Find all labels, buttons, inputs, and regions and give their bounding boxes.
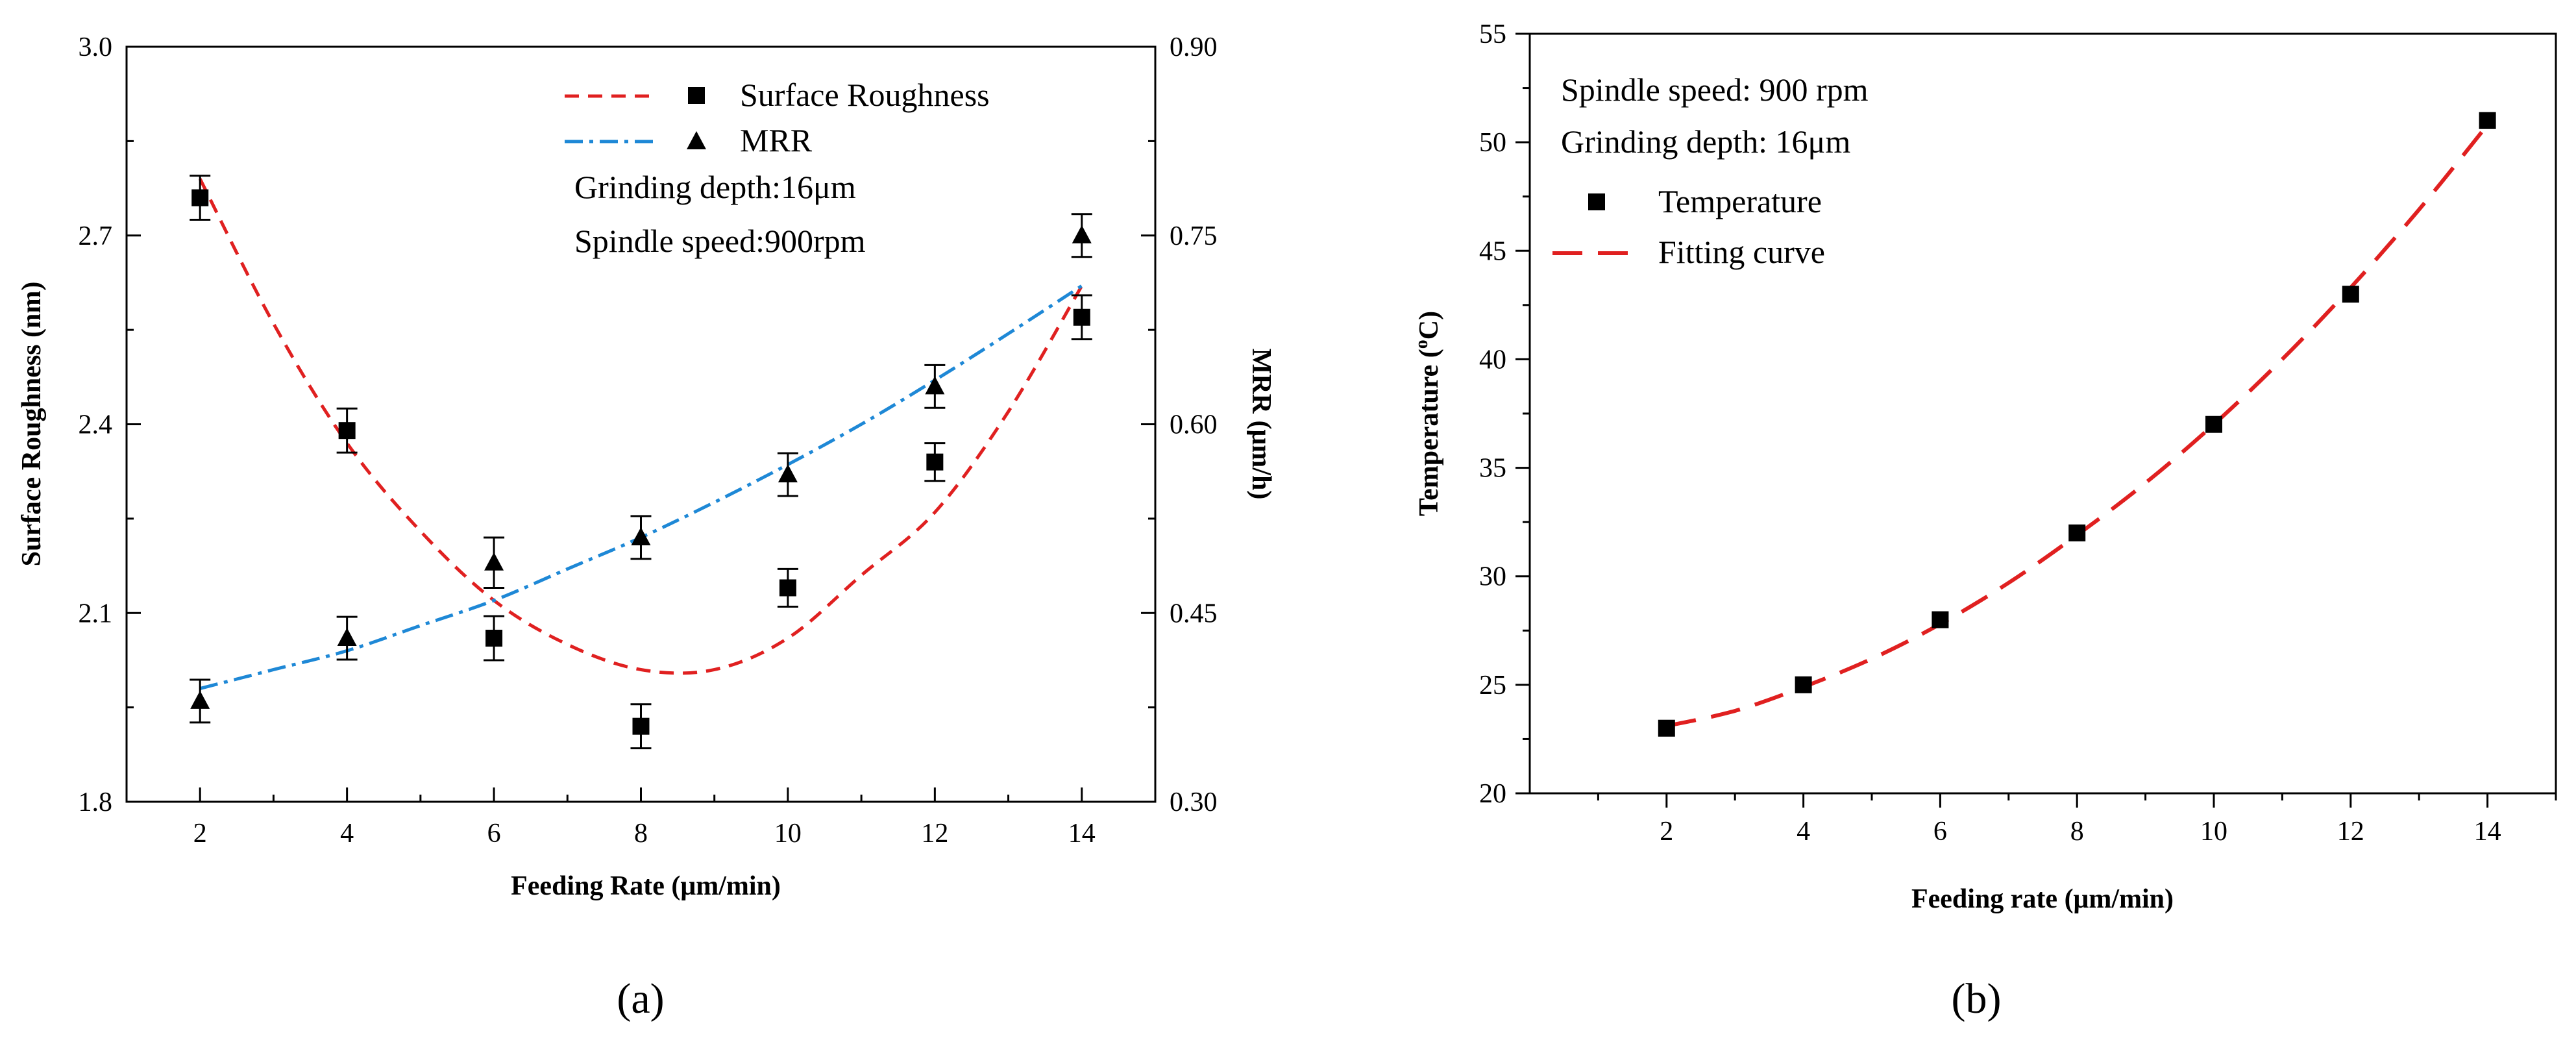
chart-a-fit-surface-roughness: [198, 178, 1083, 675]
chart-a-x-axis-title: Feeding Rate (μm/min): [511, 871, 781, 901]
chart-b-x-tick-label-0: 2: [1660, 817, 1673, 847]
chart-a-mrr-point-6: [1072, 225, 1092, 243]
chart-b-y-tick-label-5: 45: [1479, 236, 1506, 266]
chart-b-temperature-point-0: [1658, 719, 1675, 737]
chart-b-y-tick-label-1: 25: [1479, 671, 1506, 700]
chart-b-temperature-point-1: [1795, 676, 1812, 693]
chart-a-mrr-point-0: [190, 690, 210, 709]
chart-a-y-tick-label-2: 2.4: [79, 410, 113, 440]
chart-b-x-tick-label-4: 10: [2200, 817, 2227, 847]
chart-a-mrr-point-3: [631, 526, 651, 545]
legend-surface-roughness-label: Surface Roughness: [740, 77, 990, 113]
legend-temperature-marker: [1588, 193, 1605, 210]
chart-a-y2-axis-title: MRR (μm/h): [1246, 349, 1276, 500]
chart-b-temperature-point-2: [1932, 611, 1949, 628]
legend-mrr-marker: [687, 131, 706, 149]
chart-a-x-tick-label-2: 6: [487, 819, 501, 849]
chart-b-y-ticks: 20 25 30 35 40 45 50 55: [1479, 19, 1530, 809]
chart-a-legend: Surface Roughness MRR Grinding depth:16μ…: [565, 77, 990, 259]
chart-b-x-ticks: 2 4 6 8 10 12 14: [1597, 793, 2557, 847]
chart-a-x-tick-label-3: 8: [634, 819, 648, 849]
chart-b-data-marks: [1658, 112, 2496, 737]
chart-b-temperature-point-3: [2068, 524, 2086, 541]
chart-a-surface-roughness-point-2: [485, 630, 503, 647]
chart-b-temperature-point-4: [2205, 415, 2222, 433]
chart-a-surface-roughness-point-4: [779, 579, 796, 597]
chart-b-y-title-end: C): [1414, 311, 1444, 340]
chart-a-surface-roughness-point-6: [1073, 308, 1090, 326]
chart-a-y-tick-label-0: 1.8: [79, 787, 113, 817]
chart-a-y-ticks: 1.8 2.1 2.4 2.7 3.0: [79, 32, 141, 817]
chart-b-panel-label: (b): [1952, 975, 2002, 1022]
chart-a-mrr-point-5: [925, 376, 945, 395]
chart-a-y-tick-label-1: 2.1: [79, 599, 113, 628]
chart-a-panel-label: (a): [617, 975, 664, 1022]
chart-a-surface-roughness-point-5: [926, 453, 944, 471]
chart-b-y-tick-label-0: 20: [1479, 779, 1506, 809]
chart-a-x-ticks: 2 4 6 8 10 12 14: [125, 787, 1157, 849]
chart-a-surface-roughness-point-1: [338, 422, 356, 440]
chart-a-x-tick-label-1: 4: [340, 819, 354, 849]
chart-b-y-tick-label-7: 55: [1479, 19, 1506, 49]
chart-a-y-tick-label-4: 3.0: [79, 32, 113, 62]
chart-b-x-tick-label-3: 8: [2070, 817, 2084, 847]
chart-a-y2-ticks: 0.30 0.45 0.60 0.75 0.90: [1141, 32, 1218, 817]
chart-b-legend: Spindle speed: 900 rpm Grinding depth: 1…: [1552, 71, 1869, 270]
chart-a-y2-tick-label-0: 0.30: [1170, 787, 1218, 817]
chart-b-x-axis-title: Feeding rate (μm/min): [1911, 884, 2174, 914]
chart-a-surface-roughness-point-3: [632, 717, 650, 735]
chart-a-y2-tick-label-1: 0.45: [1170, 599, 1218, 628]
chart-a-x-tick-label-0: 2: [193, 819, 207, 849]
chart-b-temperature-point-5: [2342, 286, 2359, 303]
legend-temperature-label: Temperature: [1658, 183, 1822, 219]
chart-b-temperature-point-6: [2479, 112, 2496, 129]
chart-a-x-tick-label-6: 14: [1068, 819, 1096, 849]
chart-a-x-tick-label-5: 12: [921, 819, 948, 849]
chart-a-y2-tick-label-2: 0.60: [1170, 410, 1218, 440]
chart-b-annotation-speed: Spindle speed: 900 rpm: [1561, 71, 1869, 108]
chart-b-x-tick-label-1: 4: [1797, 817, 1810, 847]
chart-a-mrr-point-2: [484, 552, 504, 571]
chart-a-y2-tick-label-3: 0.75: [1170, 221, 1218, 251]
chart-a-annotation-depth: Grinding depth:16μm: [574, 169, 856, 205]
legend-fitting-curve-label: Fitting curve: [1658, 234, 1825, 270]
chart-a-mrr-point-4: [778, 464, 798, 483]
chart-a-fit-lines: [198, 178, 1083, 690]
chart-b-y-tick-label-3: 35: [1479, 454, 1506, 484]
chart-b-y-tick-label-6: 50: [1479, 128, 1506, 158]
legend-mrr-label: MRR: [740, 122, 813, 158]
chart-b: 2 4 6 8 10 12 14 20 25 30 35 40 45 50 55 Feeding rate…: [1412, 19, 2557, 1022]
chart-a-annotation-speed: Spindle speed:900rpm: [574, 223, 866, 259]
chart-a-y-axis-title: Surface Roughness (nm): [17, 282, 47, 567]
chart-b-y-title-sup: o: [1412, 340, 1432, 349]
chart-b-x-tick-label-5: 12: [2337, 817, 2364, 847]
chart-a-fit-mrr: [199, 284, 1083, 690]
chart-b-y-tick-label-4: 40: [1479, 345, 1506, 375]
legend-surface-roughness-marker: [688, 87, 705, 104]
chart-b-x-tick-label-6: 14: [2474, 817, 2501, 847]
chart-b-y-tick-label-2: 30: [1479, 562, 1506, 592]
chart-b-y-axis-title: Temperature (oC): [1412, 311, 1444, 516]
chart-b-annotation-depth: Grinding depth: 16μm: [1561, 123, 1850, 160]
chart-b-y-title-main: Temperature (: [1414, 349, 1444, 516]
chart-a-y2-tick-label-4: 0.90: [1170, 32, 1218, 62]
chart-a-plot-frame: [125, 45, 1157, 803]
chart-a-surface-roughness-point-0: [191, 189, 209, 206]
chart-a-mrr-point-1: [337, 628, 357, 647]
chart-a: 2 4 6 8 10 12 14 1.82.12.42.73.0 0.300.450.600…: [17, 32, 1276, 1022]
chart-b-x-tick-label-2: 6: [1933, 817, 1947, 847]
chart-a-y-tick-label-3: 2.7: [79, 221, 113, 251]
chart-a-data-marks: [190, 175, 1092, 750]
chart-a-x-tick-label-4: 10: [774, 819, 802, 849]
